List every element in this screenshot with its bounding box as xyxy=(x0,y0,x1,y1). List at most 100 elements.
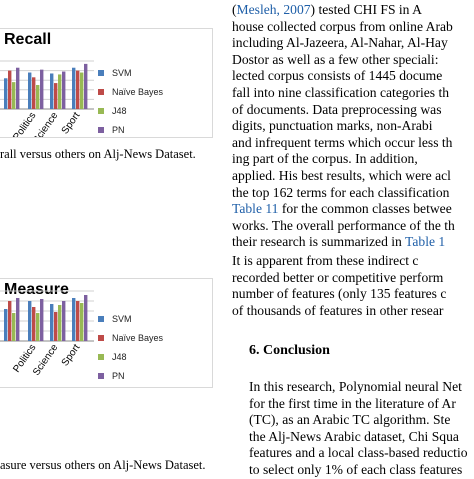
conclusion-line: for the first time in the literature of … xyxy=(249,395,456,411)
text-line: Dostor as well as a few other speciali: xyxy=(232,51,439,67)
text-line: It is apparent from these indirect c xyxy=(232,252,419,268)
text-line: Table 11 for the common classes betwee xyxy=(232,201,452,217)
conclusion-text: In this research, Polynomial neural Net f… xyxy=(249,379,474,479)
legend-item: PN xyxy=(98,366,208,385)
bar-pn-science xyxy=(62,71,66,109)
bar-svm-science xyxy=(50,304,54,341)
text-line: fall into nine classification categories… xyxy=(232,84,450,100)
text-line: the top 162 terms for each classificatio… xyxy=(232,184,450,200)
legend-swatch xyxy=(98,334,104,341)
bar-j48-politics xyxy=(36,313,40,341)
legend-label: J48 xyxy=(112,105,127,116)
bar-cropped xyxy=(4,78,8,109)
text-line: applied. His best results, which were ac… xyxy=(232,167,451,183)
legend-swatch xyxy=(98,126,104,133)
text-line: (Mesleh, 2007) tested CHI FS in A xyxy=(232,2,422,17)
bar-pn-politics xyxy=(40,69,44,109)
text-line: including Al-Jazeera, Al-Nahar, Al-Hay xyxy=(232,35,448,51)
text-line: house collected corpus from online Arab xyxy=(232,18,453,34)
conclusion-line: (TC), as an Arabic TC algorithm. Ste xyxy=(249,412,451,428)
legend-swatch xyxy=(98,88,104,95)
bar-na-ve-bayes-sport xyxy=(76,301,80,341)
legend-item: SVM xyxy=(98,309,208,328)
legend-item: J48 xyxy=(98,347,208,366)
bar-j48-sport xyxy=(80,72,84,109)
legend-swatch xyxy=(98,107,104,114)
legend-label: SVM xyxy=(112,313,132,324)
bar-svm-sport xyxy=(72,67,76,109)
bar-cropped xyxy=(12,82,16,109)
text-line: digits, punctuation marks, non-Arabi xyxy=(232,118,433,134)
bar-j48-science xyxy=(58,74,62,109)
measure-chart: Measure Politics Science Sport SVM Naïve Ba… xyxy=(0,278,213,388)
bar-cropped xyxy=(16,67,20,109)
legend-label: Naïve Bayes xyxy=(112,332,164,343)
legend-swatch xyxy=(98,372,104,379)
recall-chart: Recall Politics Science Sport SVM Naïve Bay… xyxy=(0,28,213,138)
bar-cropped xyxy=(4,309,8,341)
category-label-politics: Politics xyxy=(11,110,38,137)
bar-svm-science xyxy=(50,73,54,109)
conclusion-heading: 6. Conclusion xyxy=(249,343,330,358)
bar-cropped xyxy=(16,298,20,341)
recall-chart-title: Recall xyxy=(4,31,52,48)
legend-item: SVM xyxy=(98,63,208,82)
legend-label: PN xyxy=(112,370,125,381)
legend-swatch xyxy=(98,315,104,322)
bar-pn-sport xyxy=(84,295,88,341)
text-line: works. The overall performance of the th xyxy=(232,217,455,233)
bar-pn-sport xyxy=(84,63,88,109)
legend-item: Naïve Bayes xyxy=(98,82,208,101)
legend-item: Naïve Bayes xyxy=(98,328,208,347)
bar-na-ve-bayes-science xyxy=(54,312,58,341)
text-line: their research is summarized in Table 1 xyxy=(232,234,446,250)
legend-label: J48 xyxy=(112,351,127,362)
bar-na-ve-bayes-sport xyxy=(76,70,80,109)
bar-cropped xyxy=(8,301,12,341)
bar-svm-politics xyxy=(28,301,32,341)
bar-j48-sport xyxy=(80,303,84,341)
legend-label: SVM xyxy=(112,67,132,78)
bar-na-ve-bayes-science xyxy=(54,83,58,109)
reference-link[interactable]: Table 11 xyxy=(232,201,279,217)
text-line: ing part of the corpus. In addition, xyxy=(232,151,418,167)
measure-legend: SVM Naïve Bayes J48 PN xyxy=(98,309,208,385)
bar-cropped xyxy=(12,313,16,341)
conclusion-line: to select only 1% of each class features xyxy=(249,461,463,477)
bar-na-ve-bayes-politics xyxy=(32,307,36,341)
text-line: number of features (only 135 features c xyxy=(232,286,447,302)
recall-legend: SVM Naïve Bayes J48 PN xyxy=(98,63,208,139)
bar-j48-politics xyxy=(36,85,40,109)
recall-caption: rall versus others on Alj-News Dataset. xyxy=(0,147,196,161)
reference-link[interactable]: Table 1 xyxy=(405,234,446,250)
text-line: of documents. Data preprocessing was xyxy=(232,101,442,117)
bar-cropped xyxy=(8,70,12,109)
legend-swatch xyxy=(98,69,104,76)
legend-label: Naïve Bayes xyxy=(112,86,164,97)
reference-link[interactable]: Mesleh, 2007 xyxy=(236,2,311,17)
legend-item: PN xyxy=(98,120,208,139)
category-label-sport: Sport xyxy=(60,342,83,368)
bar-svm-sport xyxy=(72,298,76,341)
bar-j48-science xyxy=(58,305,62,341)
text-line: recorded better or competitive perform xyxy=(232,269,444,285)
conclusion-line: the Alj-News Arabic dataset, Chi Squa xyxy=(249,428,459,444)
conclusion-line: In this research, Polynomial neural Net xyxy=(249,379,462,394)
text-line: lected corpus consists of 1445 docume xyxy=(232,68,443,84)
legend-swatch xyxy=(98,353,104,360)
legend-label: PN xyxy=(112,124,125,135)
category-label-science: Science xyxy=(31,110,61,137)
measure-caption: asure versus others on Alj-News Dataset. xyxy=(0,458,206,472)
bar-pn-science xyxy=(62,301,66,341)
bar-na-ve-bayes-politics xyxy=(32,77,36,109)
legend-item: J48 xyxy=(98,101,208,120)
text-line: of thousands of features in other resear xyxy=(232,302,444,318)
measure-chart-title: Measure xyxy=(4,281,69,298)
bar-svm-politics xyxy=(28,72,32,109)
bar-pn-politics xyxy=(40,299,44,341)
category-label-sport: Sport xyxy=(60,110,83,136)
text-line: and infrequent terms which occur less th xyxy=(232,134,453,150)
